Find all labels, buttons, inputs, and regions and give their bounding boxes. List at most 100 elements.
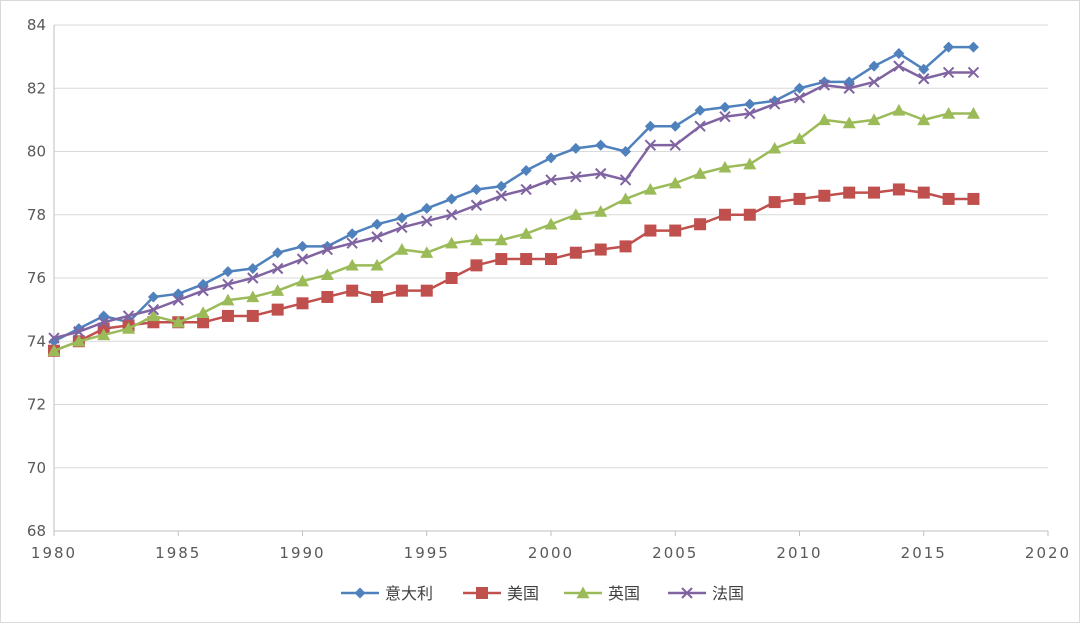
- data-point: [395, 284, 408, 297]
- data-point: [445, 236, 459, 249]
- data-point: [495, 253, 508, 266]
- legend-marker: [354, 587, 366, 599]
- data-point: [147, 303, 160, 316]
- data-point: [296, 297, 309, 310]
- series-group: [47, 41, 980, 357]
- legend: 意大利 美国 英国 法国: [341, 584, 744, 603]
- data-point: [370, 258, 384, 271]
- data-point: [668, 176, 682, 189]
- data-point: [967, 66, 980, 79]
- x-tick-label: 2020: [1025, 544, 1071, 562]
- data-point: [718, 208, 731, 221]
- data-point: [395, 243, 409, 255]
- series-1: [48, 183, 980, 357]
- x-tick-label: 2010: [776, 544, 822, 562]
- data-point: [669, 139, 681, 151]
- data-point: [693, 167, 707, 179]
- data-point: [470, 199, 483, 211]
- series-line: [53, 109, 974, 352]
- data-point: [73, 326, 85, 338]
- data-point: [421, 215, 433, 227]
- data-point: [743, 157, 757, 170]
- x-tick-label: 2000: [528, 544, 574, 562]
- data-point: [918, 63, 930, 75]
- y-tick-label: 74: [27, 332, 46, 350]
- series-3: [48, 60, 980, 344]
- data-point: [868, 76, 880, 88]
- data-point: [222, 278, 234, 291]
- data-point: [619, 240, 632, 253]
- data-point: [48, 332, 60, 344]
- data-point: [892, 183, 905, 196]
- legend-label: 意大利: [385, 584, 433, 603]
- data-point: [818, 189, 831, 202]
- data-point: [793, 192, 806, 205]
- legend-label: 美国: [507, 584, 539, 603]
- series-line: [53, 64, 974, 340]
- x-tick-label: 2005: [652, 544, 698, 562]
- data-point: [246, 309, 259, 322]
- data-point: [296, 253, 309, 265]
- data-point: [520, 183, 532, 196]
- data-point: [421, 202, 433, 214]
- data-point: [470, 259, 483, 272]
- data-point: [694, 104, 706, 116]
- data-point: [146, 309, 160, 322]
- data-point: [495, 190, 508, 202]
- data-point: [246, 290, 260, 303]
- data-point: [171, 315, 185, 328]
- data-point: [569, 208, 583, 220]
- y-tick-label: 70: [27, 459, 46, 477]
- data-point: [644, 139, 657, 151]
- data-point: [892, 103, 906, 116]
- y-tick-label: 78: [27, 206, 46, 224]
- data-point: [445, 272, 458, 284]
- data-point: [619, 192, 633, 205]
- data-point: [719, 111, 731, 123]
- data-point: [445, 209, 458, 221]
- data-point: [396, 212, 408, 224]
- data-point: [519, 227, 533, 239]
- data-point: [917, 186, 930, 199]
- series-line: [53, 188, 974, 352]
- data-point: [594, 167, 607, 180]
- data-point: [768, 98, 781, 110]
- legend-item: 意大利: [341, 584, 433, 603]
- data-point: [271, 262, 284, 275]
- data-point: [196, 306, 210, 318]
- data-point: [320, 268, 334, 281]
- data-point: [644, 224, 657, 237]
- data-point: [966, 107, 980, 119]
- data-point: [868, 186, 881, 199]
- data-point: [420, 246, 434, 258]
- x-tick-label: 1980: [31, 544, 77, 562]
- data-point: [272, 247, 284, 259]
- data-point: [47, 344, 61, 356]
- data-point: [744, 98, 756, 110]
- data-point: [643, 182, 657, 195]
- data-point: [221, 309, 234, 322]
- data-point: [669, 224, 682, 237]
- data-point: [321, 290, 334, 303]
- data-point: [619, 174, 632, 186]
- data-point: [942, 66, 955, 79]
- data-point: [271, 303, 284, 316]
- data-point: [371, 290, 384, 303]
- y-tick-label: 68: [27, 522, 46, 540]
- y-tick-label: 84: [27, 16, 46, 34]
- data-point: [545, 253, 557, 266]
- data-point: [817, 113, 831, 126]
- data-point: [694, 120, 706, 132]
- data-point: [843, 186, 856, 199]
- data-point: [893, 47, 905, 59]
- data-point: [843, 82, 855, 94]
- y-tick-label: 80: [27, 143, 46, 161]
- data-point: [396, 221, 408, 234]
- x-tick-label: 2015: [901, 544, 947, 562]
- data-point: [644, 120, 656, 132]
- data-point: [842, 116, 856, 129]
- data-point: [446, 193, 458, 205]
- data-point: [594, 205, 608, 217]
